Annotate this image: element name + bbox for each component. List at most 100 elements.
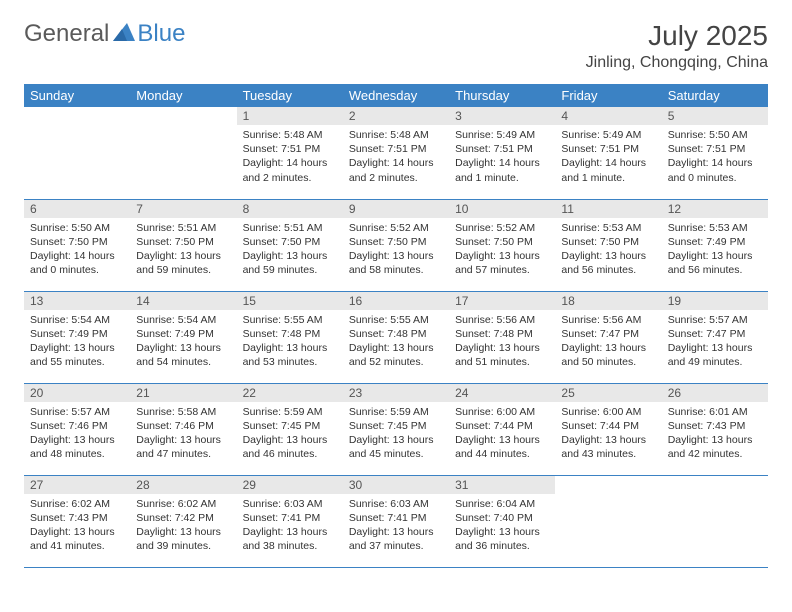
day-number: 9 <box>343 200 449 218</box>
day-body: Sunrise: 6:02 AMSunset: 7:42 PMDaylight:… <box>130 494 236 560</box>
sunset-text: Sunset: 7:47 PM <box>561 327 655 341</box>
sunrise-text: Sunrise: 5:53 AM <box>561 221 655 235</box>
sunset-text: Sunset: 7:50 PM <box>349 235 443 249</box>
daylight-text: Daylight: 13 hours and 50 minutes. <box>561 341 655 369</box>
sunrise-text: Sunrise: 5:48 AM <box>349 128 443 142</box>
day-body: Sunrise: 6:02 AMSunset: 7:43 PMDaylight:… <box>24 494 130 560</box>
calendar-cell: 6Sunrise: 5:50 AMSunset: 7:50 PMDaylight… <box>24 199 130 291</box>
daylight-text: Daylight: 13 hours and 43 minutes. <box>561 433 655 461</box>
sunset-text: Sunset: 7:51 PM <box>561 142 655 156</box>
daylight-text: Daylight: 13 hours and 37 minutes. <box>349 525 443 553</box>
calendar-cell: 27Sunrise: 6:02 AMSunset: 7:43 PMDayligh… <box>24 475 130 567</box>
weekday-header: Wednesday <box>343 84 449 107</box>
day-number: 29 <box>237 476 343 494</box>
sunrise-text: Sunrise: 6:03 AM <box>243 497 337 511</box>
sunset-text: Sunset: 7:47 PM <box>668 327 762 341</box>
day-number: 6 <box>24 200 130 218</box>
sunset-text: Sunset: 7:45 PM <box>243 419 337 433</box>
day-body: Sunrise: 5:56 AMSunset: 7:48 PMDaylight:… <box>449 310 555 376</box>
sunset-text: Sunset: 7:41 PM <box>243 511 337 525</box>
calendar-cell: 28Sunrise: 6:02 AMSunset: 7:42 PMDayligh… <box>130 475 236 567</box>
sunset-text: Sunset: 7:50 PM <box>136 235 230 249</box>
header: General Blue July 2025 Jinling, Chongqin… <box>24 20 768 72</box>
calendar-cell: 30Sunrise: 6:03 AMSunset: 7:41 PMDayligh… <box>343 475 449 567</box>
calendar-cell: 9Sunrise: 5:52 AMSunset: 7:50 PMDaylight… <box>343 199 449 291</box>
calendar-row: 27Sunrise: 6:02 AMSunset: 7:43 PMDayligh… <box>24 475 768 567</box>
calendar-cell: 13Sunrise: 5:54 AMSunset: 7:49 PMDayligh… <box>24 291 130 383</box>
day-body: Sunrise: 5:56 AMSunset: 7:47 PMDaylight:… <box>555 310 661 376</box>
sunrise-text: Sunrise: 5:52 AM <box>455 221 549 235</box>
weekday-header: Thursday <box>449 84 555 107</box>
day-body: Sunrise: 6:04 AMSunset: 7:40 PMDaylight:… <box>449 494 555 560</box>
day-number: 10 <box>449 200 555 218</box>
daylight-text: Daylight: 13 hours and 41 minutes. <box>30 525 124 553</box>
day-body: Sunrise: 5:51 AMSunset: 7:50 PMDaylight:… <box>237 218 343 284</box>
daylight-text: Daylight: 13 hours and 36 minutes. <box>455 525 549 553</box>
day-number: 5 <box>662 107 768 125</box>
sunrise-text: Sunrise: 5:53 AM <box>668 221 762 235</box>
daylight-text: Daylight: 13 hours and 38 minutes. <box>243 525 337 553</box>
sunset-text: Sunset: 7:43 PM <box>30 511 124 525</box>
daylight-text: Daylight: 13 hours and 58 minutes. <box>349 249 443 277</box>
calendar-row: 20Sunrise: 5:57 AMSunset: 7:46 PMDayligh… <box>24 383 768 475</box>
sunset-text: Sunset: 7:44 PM <box>455 419 549 433</box>
day-body: Sunrise: 5:52 AMSunset: 7:50 PMDaylight:… <box>449 218 555 284</box>
calendar-cell: 29Sunrise: 6:03 AMSunset: 7:41 PMDayligh… <box>237 475 343 567</box>
daylight-text: Daylight: 13 hours and 47 minutes. <box>136 433 230 461</box>
sunrise-text: Sunrise: 6:03 AM <box>349 497 443 511</box>
daylight-text: Daylight: 14 hours and 2 minutes. <box>243 156 337 184</box>
daylight-text: Daylight: 13 hours and 45 minutes. <box>349 433 443 461</box>
sunset-text: Sunset: 7:48 PM <box>349 327 443 341</box>
location: Jinling, Chongqing, China <box>586 54 768 72</box>
day-number: 19 <box>662 292 768 310</box>
day-number: 21 <box>130 384 236 402</box>
sunset-text: Sunset: 7:40 PM <box>455 511 549 525</box>
daylight-text: Daylight: 14 hours and 0 minutes. <box>668 156 762 184</box>
calendar-cell: 2Sunrise: 5:48 AMSunset: 7:51 PMDaylight… <box>343 107 449 199</box>
day-body: Sunrise: 5:48 AMSunset: 7:51 PMDaylight:… <box>343 125 449 191</box>
day-number: 31 <box>449 476 555 494</box>
sunset-text: Sunset: 7:49 PM <box>136 327 230 341</box>
daylight-text: Daylight: 14 hours and 1 minute. <box>561 156 655 184</box>
day-body: Sunrise: 5:54 AMSunset: 7:49 PMDaylight:… <box>130 310 236 376</box>
weekday-header: Friday <box>555 84 661 107</box>
daylight-text: Daylight: 13 hours and 54 minutes. <box>136 341 230 369</box>
sunrise-text: Sunrise: 5:50 AM <box>30 221 124 235</box>
daylight-text: Daylight: 13 hours and 52 minutes. <box>349 341 443 369</box>
sunrise-text: Sunrise: 5:57 AM <box>30 405 124 419</box>
calendar-cell: 21 Sunrise: 5:58 AMSunset: 7:46 PMDayligh… <box>130 383 236 475</box>
logo: General Blue <box>24 20 185 48</box>
day-body: Sunrise: 5:53 AMSunset: 7:49 PMDaylight:… <box>662 218 768 284</box>
sunrise-text: Sunrise: 5:54 AM <box>30 313 124 327</box>
logo-text-blue: Blue <box>137 20 185 48</box>
sunrise-text: Sunrise: 5:48 AM <box>243 128 337 142</box>
day-number: 7 <box>130 200 236 218</box>
day-number: 4 <box>555 107 661 125</box>
day-number: 8 <box>237 200 343 218</box>
sunrise-text: Sunrise: 5:51 AM <box>243 221 337 235</box>
day-body: Sunrise: 5:55 AMSunset: 7:48 PMDaylight:… <box>237 310 343 376</box>
sunrise-text: Sunrise: 5:58 AM <box>136 405 230 419</box>
sunset-text: Sunset: 7:50 PM <box>243 235 337 249</box>
day-number: 27 <box>24 476 130 494</box>
day-number: 12 <box>662 200 768 218</box>
sunrise-text: Sunrise: 6:01 AM <box>668 405 762 419</box>
day-body: Sunrise: 6:00 AMSunset: 7:44 PMDaylight:… <box>449 402 555 468</box>
calendar-cell: 23Sunrise: 5:59 AMSunset: 7:45 PMDayligh… <box>343 383 449 475</box>
day-body: Sunrise: 5:59 AMSunset: 7:45 PMDaylight:… <box>343 402 449 468</box>
calendar-cell: 7Sunrise: 5:51 AMSunset: 7:50 PMDaylight… <box>130 199 236 291</box>
day-body: Sunrise: 6:03 AMSunset: 7:41 PMDaylight:… <box>237 494 343 560</box>
calendar-cell: 4Sunrise: 5:49 AMSunset: 7:51 PMDaylight… <box>555 107 661 199</box>
calendar-cell: 8Sunrise: 5:51 AMSunset: 7:50 PMDaylight… <box>237 199 343 291</box>
calendar-cell: 25Sunrise: 6:00 AMSunset: 7:44 PMDayligh… <box>555 383 661 475</box>
day-number: 13 <box>24 292 130 310</box>
day-number: 11 <box>555 200 661 218</box>
sunrise-text: Sunrise: 6:00 AM <box>455 405 549 419</box>
sunset-text: Sunset: 7:46 PM <box>136 419 230 433</box>
logo-text-general: General <box>24 20 109 48</box>
day-body: Sunrise: 5:51 AMSunset: 7:50 PMDaylight:… <box>130 218 236 284</box>
day-body: Sunrise: 6:00 AMSunset: 7:44 PMDaylight:… <box>555 402 661 468</box>
calendar-cell <box>662 475 768 567</box>
sunset-text: Sunset: 7:51 PM <box>455 142 549 156</box>
sunset-text: Sunset: 7:50 PM <box>455 235 549 249</box>
